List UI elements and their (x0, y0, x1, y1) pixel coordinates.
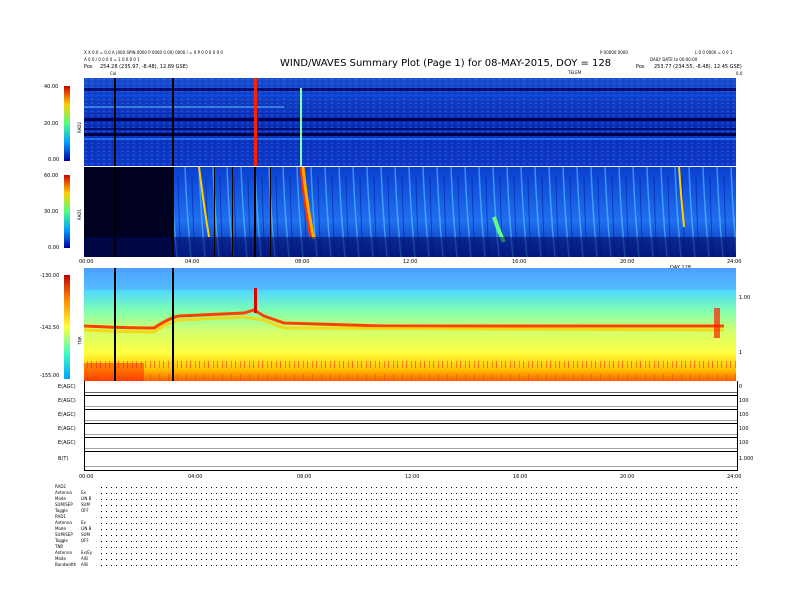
rad1-tick-mid: 30.00 (44, 209, 59, 215)
agc-right-5: 100 (739, 440, 749, 446)
tnr-right-tick-1: 1.00 (739, 295, 751, 301)
header-right-pos: 253.77 (234.55, -8.48), 12.45 GSE) (654, 64, 742, 70)
t2: 08:00 (295, 259, 310, 265)
t1: 04:00 (185, 259, 200, 265)
status-row: Toggle OFF (55, 508, 89, 513)
rad1-tick-bot: 0.00 (48, 245, 60, 251)
agc-label-2: E(AGC) (58, 398, 76, 404)
t6: 24:00 (727, 259, 742, 265)
t5: 20:00 (620, 259, 635, 265)
status-row: Bandwidth A/B (55, 562, 88, 567)
status-row: Mode LIN B (55, 496, 92, 501)
status-dot-grid (100, 484, 740, 568)
agc-sep-6 (85, 470, 737, 471)
header-left-pos: 254.28 (235.97, -8.48), 12.89 GSE) (100, 64, 188, 70)
status-row: RAD2 (55, 484, 66, 489)
b5: 20:00 (620, 474, 635, 480)
tnr-svg (84, 268, 736, 381)
agc-sep-5 (85, 451, 737, 452)
agc-label-3: E(AGC) (58, 412, 76, 418)
rad2-tick-mid: 20.00 (44, 121, 59, 127)
status-row: Antenna Ex (55, 520, 86, 525)
status-row: Antenna Ex/Ey (55, 550, 93, 555)
agc-sep-4 (85, 437, 737, 438)
header-center-right: P 00000 0000 (600, 50, 628, 55)
status-row: Antenna Ex (55, 490, 86, 495)
b0: 00:00 (79, 474, 94, 480)
rad1-label: RAD1 (76, 209, 82, 220)
header-left-1: X X 0.0 = 0.0 A (000 SPIN 0000 P 0000 0 … (84, 50, 223, 55)
agc-sep-2 (85, 409, 737, 410)
agc-label-6: B(T) (58, 456, 69, 462)
t3: 12:00 (403, 259, 418, 265)
tnr-tick-bot: -155.00 (40, 373, 60, 379)
status-row: Mode A/B (55, 556, 88, 561)
corner-right: 0.0 (736, 71, 743, 76)
status-block: RAD2 Antenna Ex Mode LIN B SUM/SEP SUM Togg… (55, 484, 92, 568)
tnr-label: TNR (77, 336, 83, 345)
agc-panels (84, 381, 738, 471)
rad1-spectrogram (84, 167, 736, 257)
header-right-1: L 0 0 0000 = 0 0 1 (695, 50, 733, 55)
agc-label-1: E(AGC) (58, 384, 76, 390)
rad2-colorbar (64, 86, 70, 161)
agc-right-1: 0 (739, 384, 743, 390)
rad1-tick-top: 60.00 (44, 173, 59, 179)
b1: 04:00 (188, 474, 203, 480)
cal-label: Cal (110, 71, 117, 76)
agc-label-5: E(AGC) (58, 440, 76, 446)
tnr-colorbar (64, 275, 70, 379)
agc-right-4: 100 (739, 426, 749, 432)
agc-right-3: 100 (739, 412, 749, 418)
tnr-right-tick-2: 1 (739, 350, 743, 356)
header-left-2: A 0 0 / 0 0 0 0 = 1 0 0 0 0 1 (84, 57, 140, 62)
t4: 16:00 (512, 259, 527, 265)
status-row: SUM/SEP SUM (55, 532, 90, 537)
tnr-spectrogram (84, 268, 736, 381)
agc-right-6: 1.000 (739, 456, 754, 462)
header-left-pos-label: Pos (84, 64, 93, 70)
b6: 24:00 (727, 474, 742, 480)
status-row: Toggle OFF (55, 538, 89, 543)
status-row: RAD1 (55, 514, 66, 519)
header-right-pos-label: Pos (636, 64, 645, 70)
rad2-tick-top: 40.00 (44, 84, 59, 90)
status-row: Mode LIN B (55, 526, 92, 531)
b3: 12:00 (405, 474, 420, 480)
page-title: WIND/WAVES Summary Plot (Page 1) for 08-… (280, 58, 612, 69)
agc-label-4: E(AGC) (58, 426, 76, 432)
header-right-2: DAILY DATE to 00:00:00 (650, 57, 698, 62)
rad2-spectrogram (84, 78, 736, 166)
rad1-colorbar (64, 175, 70, 248)
b2: 08:00 (297, 474, 312, 480)
rad2-svg (84, 78, 736, 166)
rad2-label: RAD2 (76, 122, 82, 133)
t0: 00:00 (79, 259, 94, 265)
telem-label: TELEM (568, 70, 582, 75)
agc-sep-1 (85, 395, 737, 396)
agc-dots (85, 392, 737, 467)
b4: 16:00 (513, 474, 528, 480)
tnr-tick-mid: -142.50 (40, 325, 60, 331)
agc-sep-3 (85, 423, 737, 424)
tnr-tick-top: -130.00 (40, 273, 60, 279)
status-row: TNR (55, 544, 64, 549)
rad2-tick-bot: 0.00 (48, 157, 60, 163)
rad1-svg (84, 167, 736, 257)
status-row: SUM/SEP SUM (55, 502, 90, 507)
agc-right-2: 100 (739, 398, 749, 404)
